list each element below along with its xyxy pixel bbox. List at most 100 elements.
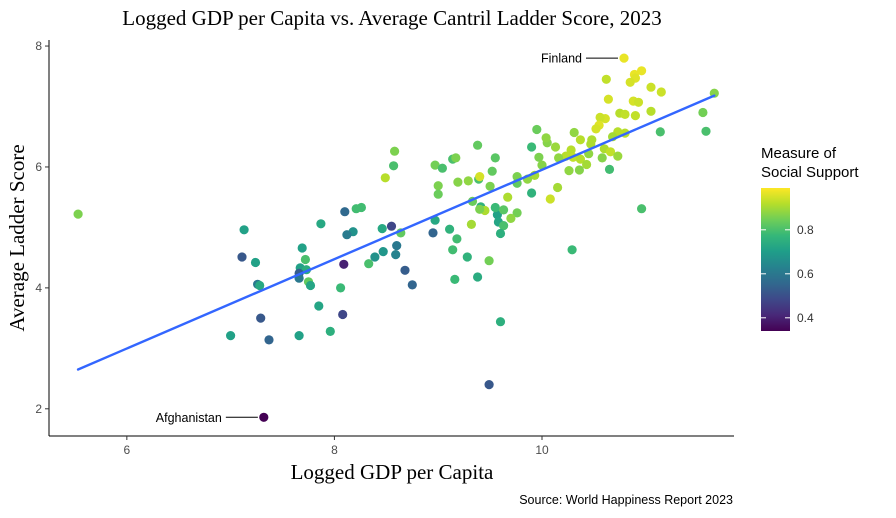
data-point [433,181,443,191]
data-point [567,245,577,255]
data-point [554,153,564,163]
data-point [391,250,401,260]
data-point [485,181,495,191]
data-point [407,280,417,290]
data-point [582,159,592,170]
data-point [487,166,497,176]
data-point [473,272,483,282]
legend-colorbar [761,188,790,331]
x-axis-title: Logged GDP per Capita [291,460,494,484]
data-point [377,224,387,234]
data-point [569,127,579,138]
data-point [430,160,440,170]
data-point [316,219,326,229]
data-point [701,126,711,136]
data-point [637,204,647,214]
data-point [495,228,506,239]
data-point [73,209,83,219]
data-point [448,245,458,255]
data-point [566,145,576,155]
data-point [314,301,324,311]
data-point [264,335,274,345]
data-point [237,252,247,262]
data-point [574,165,585,175]
data-point [604,164,615,174]
data-point [633,97,644,107]
color-legend: Measure of Social Support 0.4 0.6 0.8 [761,145,859,331]
data-point [339,259,349,269]
data-point [364,259,374,269]
data-point [484,256,494,266]
data-point [527,188,537,198]
data-point [380,173,390,183]
x-tick-label: 10 [535,443,549,457]
data-point [451,153,461,163]
data-point [392,241,402,251]
data-point [591,124,601,134]
data-point [550,142,561,152]
y-tick-label: 4 [35,281,42,295]
data-point [259,412,269,422]
legend-tick-label: 0.4 [797,311,814,325]
data-point [389,161,399,171]
data-point [492,210,502,220]
data-point [342,230,352,240]
data-point [305,280,316,291]
data-point [575,154,586,164]
data-point [226,331,236,341]
trend-line [76,94,716,371]
data-point [646,82,656,92]
data-point [450,274,460,284]
data-point [625,77,635,87]
data-point [475,172,485,182]
y-tick-label: 8 [35,39,42,53]
y-tick-label: 2 [35,402,42,416]
data-point [336,283,346,293]
y-ticks: 2 4 6 8 [35,39,49,416]
data-point [619,53,629,63]
data-point [506,213,516,223]
data-point [613,151,623,161]
data-point [545,194,555,204]
data-point [698,107,708,118]
data-point [400,265,410,275]
data-point [239,225,249,235]
x-tick-label: 6 [123,443,130,457]
data-point [428,228,438,238]
data-point [601,74,611,84]
data-point [475,204,485,214]
x-ticks: 6 8 10 [123,436,549,457]
source-caption: Source: World Happiness Report 2023 [519,493,733,507]
data-point [620,109,630,119]
data-point [564,166,574,176]
legend-tick-label: 0.8 [797,223,814,237]
data-point [325,326,335,336]
data-point [646,106,656,116]
legend-ticks: 0.4 0.6 0.8 [761,223,814,325]
data-point [586,139,596,149]
y-axis-title: Average Ladder Score [5,144,29,331]
data-point [473,140,483,150]
data-point [297,243,307,253]
data-point [351,204,361,214]
data-point [462,252,472,262]
legend-title-line-2: Social Support [761,164,859,181]
trend-layer [76,94,716,371]
data-point [255,280,265,291]
data-point [437,163,447,173]
data-point [340,207,350,217]
data-point [637,66,647,76]
data-point [378,247,388,257]
data-point [503,192,513,202]
data-point [541,133,551,143]
data-point [490,153,500,163]
data-point [453,177,463,187]
data-point [338,309,348,320]
y-tick-label: 6 [35,160,42,174]
data-point [463,176,473,186]
data-point [499,221,509,231]
chart-title: Logged GDP per Capita vs. Average Cantri… [122,6,661,30]
data-point [575,135,586,145]
legend-tick-label: 0.6 [797,267,814,281]
x-tick-label: 8 [331,443,338,457]
